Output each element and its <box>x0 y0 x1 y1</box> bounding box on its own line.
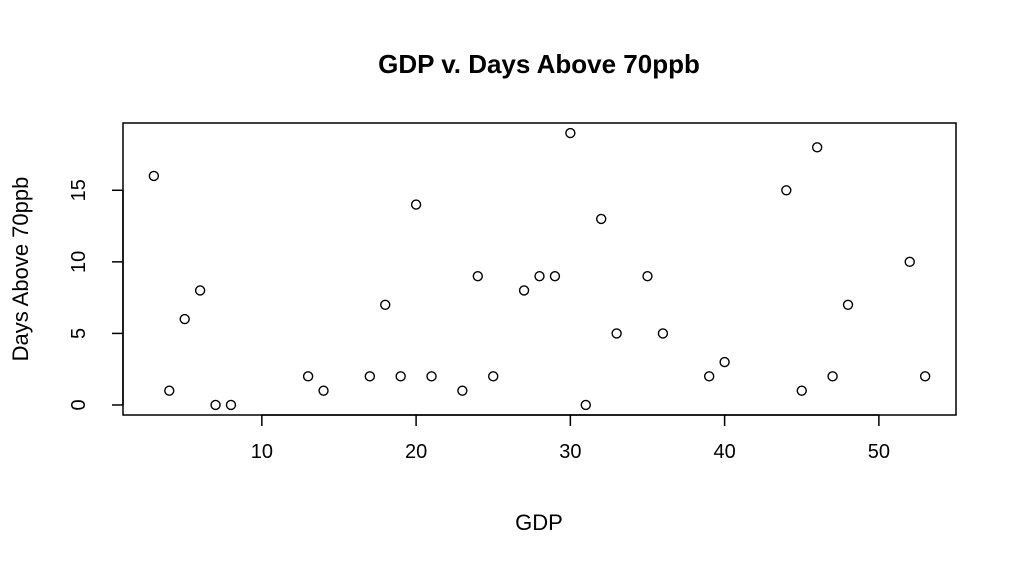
chart-title: GDP v. Days Above 70ppb <box>378 49 700 79</box>
data-point <box>580 399 591 411</box>
data-point <box>565 127 576 139</box>
data-point <box>210 399 221 411</box>
data-point <box>410 199 422 210</box>
data-point <box>364 371 376 382</box>
plot-frame <box>122 122 957 416</box>
data-point <box>781 185 792 196</box>
data-point <box>703 371 715 382</box>
data-point <box>719 356 730 368</box>
y-tick-label: 10 <box>68 251 90 273</box>
data-point <box>534 270 545 282</box>
data-point <box>596 213 607 225</box>
data-point <box>919 371 931 382</box>
data-point <box>179 313 190 325</box>
y-axis-label: Days Above 70ppb <box>8 177 33 362</box>
data-point <box>457 385 468 396</box>
y-tick-label: 0 <box>68 399 90 410</box>
x-tick-label: 20 <box>405 441 427 463</box>
y-tick-label: 15 <box>68 179 90 201</box>
data-point <box>148 170 160 182</box>
data-point <box>380 299 391 310</box>
data-point <box>164 385 175 396</box>
data-points <box>148 127 931 411</box>
x-tick-label: 10 <box>251 441 273 463</box>
data-point <box>827 371 838 382</box>
data-point <box>611 328 622 339</box>
data-point <box>426 371 437 382</box>
data-point <box>518 285 530 296</box>
data-point <box>472 270 483 282</box>
data-point <box>904 256 915 268</box>
x-tick-label: 50 <box>868 441 890 463</box>
x-axis-label: GDP <box>515 510 563 535</box>
data-point <box>796 385 807 396</box>
x-tick-label: 40 <box>713 441 735 463</box>
data-point <box>395 371 406 382</box>
data-point <box>811 142 823 153</box>
data-point <box>302 371 314 382</box>
data-point <box>318 385 329 396</box>
x-axis: 10 20 30 40 50 <box>251 414 890 463</box>
data-point <box>225 399 237 411</box>
data-point <box>657 328 669 339</box>
data-point <box>642 270 653 282</box>
x-tick-label: 30 <box>559 441 581 463</box>
y-tick-label: 5 <box>68 328 90 339</box>
data-point <box>488 371 499 382</box>
data-point <box>549 270 561 282</box>
data-point <box>194 285 206 296</box>
y-axis: 0 5 10 15 <box>68 179 124 411</box>
data-point <box>842 299 854 310</box>
